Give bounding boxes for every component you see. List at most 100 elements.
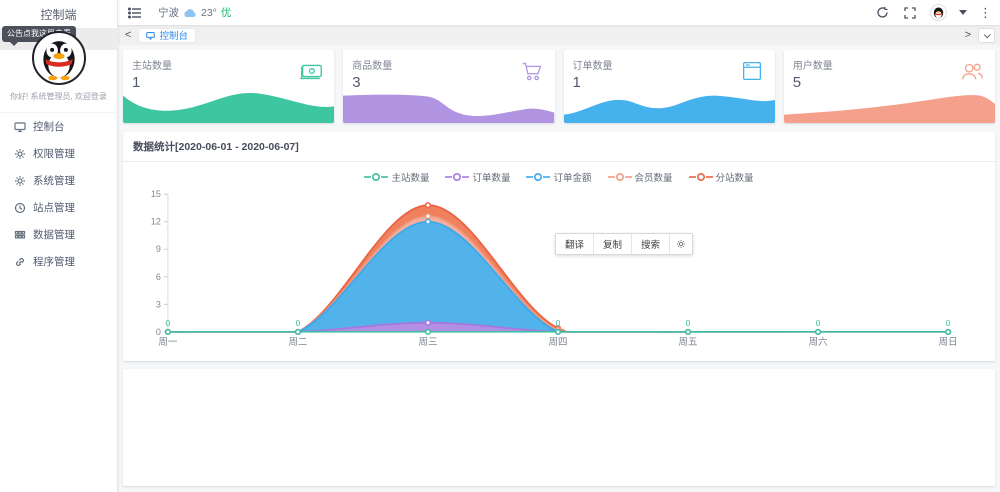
svg-text:0: 0: [156, 327, 161, 337]
translate-button[interactable]: 翻译: [556, 234, 595, 254]
legend-label: 分站数量: [715, 173, 754, 184]
tab-console[interactable]: 控制台: [138, 27, 196, 43]
window-icon: [739, 58, 765, 89]
search-button[interactable]: 搜索: [632, 234, 671, 254]
topbar-actions: ⋮: [874, 4, 992, 21]
point-value-label: 0: [296, 318, 301, 328]
weather-widget: 宁波 23° 优: [158, 5, 231, 20]
sidebar-item-label: 系统管理: [33, 175, 75, 187]
sidebar-item-sites[interactable]: 站点管理: [0, 194, 117, 221]
legend-item[interactable]: 主站数量: [364, 170, 429, 184]
x-axis-label: 周六: [809, 336, 828, 348]
sidebar-menu: 控制台 权限管理 系统管理 站点管理 数据管理 程序管理: [0, 112, 117, 275]
main-column: 宁波 23° 优: [118, 0, 1000, 492]
stat-value: 1: [572, 74, 581, 91]
sidebar-item-system[interactable]: 系统管理: [0, 167, 117, 194]
sidebar-item-label: 控制台: [33, 121, 65, 133]
legend-label: 会员数量: [634, 173, 673, 184]
grid-icon: [14, 230, 26, 239]
legend-marker-icon: [688, 172, 713, 182]
chart-legend: 主站数量 订单数量 订单金额 会员数量 分站数量: [123, 162, 995, 186]
cart-icon: [519, 58, 545, 89]
top-header: 宁波 23° 优: [118, 0, 1000, 25]
card-wave: [563, 95, 775, 123]
legend-label: 订单数量: [472, 173, 511, 184]
stat-title: 用户数量: [792, 61, 833, 72]
stat-title: 主站数量: [132, 61, 172, 72]
weather-temp: 23°: [201, 6, 217, 19]
cloud-icon: [184, 8, 196, 17]
svg-text:3: 3: [156, 299, 161, 309]
legend-item[interactable]: 分站数量: [688, 170, 754, 184]
legend-item[interactable]: 订单数量: [445, 170, 510, 184]
stat-card-mainsites[interactable]: 主站数量 1: [123, 50, 335, 123]
stat-card-users[interactable]: 用户数量 5: [783, 50, 995, 123]
card-wave: [343, 94, 555, 123]
legend-item[interactable]: 订单金额: [526, 170, 592, 184]
sidebar: 控制端 公告点我这里去看 你好! 系统管理员, 欢迎登录: [0, 0, 118, 492]
sidebar-item-permissions[interactable]: 权限管理: [0, 140, 117, 167]
stat-card-orders[interactable]: 订单数量 1: [563, 50, 775, 123]
x-axis-label: 周一: [158, 337, 177, 348]
x-axis-label: 周二: [288, 337, 307, 348]
collapse-menu-icon[interactable]: [126, 4, 144, 22]
stat-value: 5: [792, 74, 802, 91]
gear-icon: [15, 175, 25, 186]
clock-icon: [14, 202, 26, 213]
monitor-icon: [146, 31, 156, 39]
copy-button[interactable]: 复制: [594, 234, 633, 254]
refresh-icon[interactable]: [874, 5, 890, 21]
monitor-icon: [14, 121, 26, 132]
chart-plot-area: 0 3 6 9 12 15 周一 周二 周三 周四 周五 周六 周日 0 0 0 0 0 0 翻译 复制 搜索: [123, 186, 995, 361]
svg-text:15: 15: [151, 189, 161, 199]
x-axis-label: 周三: [418, 337, 437, 348]
legend-marker-icon: [526, 172, 551, 182]
stat-value: 3: [352, 74, 361, 91]
card-wave: [123, 92, 335, 123]
selection-popup: 翻译 复制 搜索: [555, 233, 694, 255]
legend-item[interactable]: 会员数量: [607, 170, 673, 184]
tabs-scroll-left-icon[interactable]: <: [125, 29, 132, 41]
stat-value: 1: [132, 74, 141, 91]
sidebar-item-label: 站点管理: [33, 202, 75, 214]
tabs-dropdown-icon[interactable]: [978, 27, 995, 43]
tab-label: 控制台: [159, 31, 188, 42]
sidebar-item-label: 程序管理: [33, 256, 75, 268]
tab-bar: < 控制台 >: [118, 25, 1000, 45]
more-options-icon[interactable]: ⋮: [979, 5, 992, 20]
tabs-scroll-right-icon[interactable]: >: [964, 29, 971, 41]
users-icon: [959, 58, 985, 89]
svg-text:6: 6: [156, 272, 161, 282]
settings-icon[interactable]: [670, 234, 692, 254]
stat-card-products[interactable]: 商品数量 3: [343, 50, 555, 123]
point-value-label: 0: [556, 318, 561, 328]
statistics-chart-card: 数据统计[2020-06-01 - 2020-06-07] 主站数量 订单数量 …: [123, 132, 995, 361]
sidebar-item-programs[interactable]: 程序管理: [0, 248, 117, 275]
penguin-avatar-icon: [31, 31, 86, 85]
sidebar-item-label: 权限管理: [33, 148, 75, 160]
card-wave: [783, 95, 995, 123]
sidebar-item-label: 数据管理: [33, 229, 75, 241]
gear-icon: [15, 148, 25, 159]
stat-cards-row: 主站数量 1 商品数量: [123, 50, 995, 123]
legend-label: 订单金额: [553, 173, 592, 184]
empty-panel: [123, 369, 995, 486]
legend-marker-icon: [607, 172, 632, 182]
air-quality: 优: [220, 7, 232, 19]
svg-text:12: 12: [151, 217, 161, 227]
legend-marker-icon: [445, 172, 470, 182]
user-avatar[interactable]: [31, 31, 86, 85]
user-menu-caret-icon[interactable]: [959, 10, 967, 19]
chart-title: 数据统计[2020-06-01 - 2020-06-07]: [123, 132, 995, 162]
x-axis-label: 周四: [549, 337, 568, 348]
point-value-label: 0: [946, 318, 951, 328]
sidebar-item-console[interactable]: 控制台: [0, 113, 117, 140]
fullscreen-icon[interactable]: [902, 5, 918, 21]
point-value-label: 0: [686, 318, 691, 328]
legend-label: 主站数量: [391, 173, 430, 184]
sidebar-item-data[interactable]: 数据管理: [0, 221, 117, 248]
user-avatar-small[interactable]: [930, 4, 947, 21]
stat-title: 订单数量: [572, 61, 613, 72]
